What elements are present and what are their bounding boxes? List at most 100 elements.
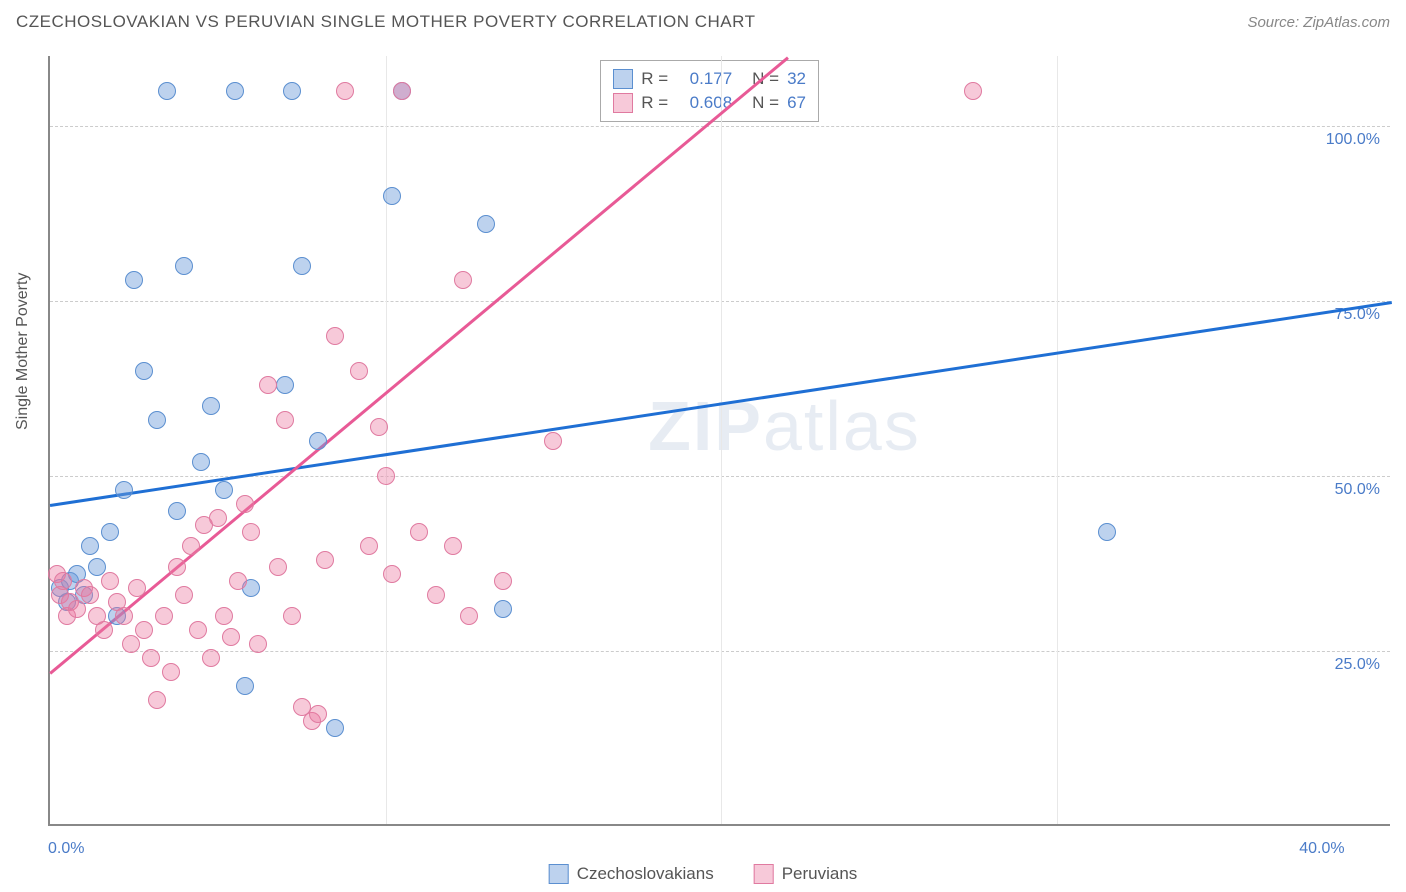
data-point [101,572,119,590]
data-point [350,362,368,380]
data-point [101,523,119,541]
data-point [377,467,395,485]
data-point [88,558,106,576]
legend-row: R =0.177N =32 [613,67,806,91]
data-point [293,257,311,275]
n-value: 32 [787,69,806,89]
data-point [283,82,301,100]
data-point [393,82,411,100]
data-point [148,411,166,429]
gridline-h [50,301,1390,302]
legend-label: Peruvians [782,864,858,884]
data-point [410,523,428,541]
data-point [54,572,72,590]
data-point [336,82,354,100]
watermark: ZIPatlas [648,386,921,466]
legend-series: Czechoslovakians Peruvians [549,864,858,884]
data-point [276,376,294,394]
gridline-h [50,651,1390,652]
data-point [229,572,247,590]
data-point [122,635,140,653]
gridline-v [721,56,722,824]
data-point [494,572,512,590]
watermark-rest: atlas [763,387,921,465]
data-point [115,607,133,625]
data-point [460,607,478,625]
data-point [226,82,244,100]
data-point [81,586,99,604]
y-axis-title: Single Mother Poverty [14,273,32,430]
data-point [236,677,254,695]
chart-source: Source: ZipAtlas.com [1247,14,1390,31]
data-point [189,621,207,639]
legend-swatch [549,864,569,884]
data-point [162,663,180,681]
data-point [81,537,99,555]
data-point [202,649,220,667]
data-point [544,432,562,450]
y-tick-label: 50.0% [1335,481,1380,499]
legend-swatch [754,864,774,884]
data-point [494,600,512,618]
data-point [383,187,401,205]
gridline-v [1057,56,1058,824]
data-point [142,649,160,667]
data-point [192,453,210,471]
gridline-h [50,476,1390,477]
legend-row: R =0.608N =67 [613,91,806,115]
data-point [168,558,186,576]
data-point [209,509,227,527]
data-point [309,705,327,723]
data-point [202,397,220,415]
data-point [175,586,193,604]
x-tick-label-right: 40.0% [1299,840,1344,858]
chart-title: CZECHOSLOVAKIAN VS PERUVIAN SINGLE MOTHE… [16,12,755,32]
legend-item: Peruvians [754,864,858,884]
data-point [477,215,495,233]
data-point [316,551,334,569]
data-point [215,607,233,625]
data-point [444,537,462,555]
legend-swatch [613,69,633,89]
data-point [222,628,240,646]
data-point [95,621,113,639]
data-point [242,523,260,541]
data-point [182,537,200,555]
chart-header: CZECHOSLOVAKIAN VS PERUVIAN SINGLE MOTHE… [0,0,1406,44]
y-tick-label: 25.0% [1335,656,1380,674]
y-tick-label: 100.0% [1326,131,1380,149]
legend-label: Czechoslovakians [577,864,714,884]
data-point [309,432,327,450]
data-point [454,271,472,289]
r-label: R = [641,69,668,89]
legend-item: Czechoslovakians [549,864,714,884]
legend-correlation: R = 0.177 N = 32R =0.608N =67 [600,60,819,122]
n-label: N = [752,93,779,113]
gridline-h [50,126,1390,127]
data-point [236,495,254,513]
data-point [115,481,133,499]
data-point [370,418,388,436]
data-point [249,635,267,653]
data-point [148,691,166,709]
legend-swatch [613,93,633,113]
data-point [168,502,186,520]
r-value: 0.177 [676,69,732,89]
data-point [215,481,233,499]
trend-line [49,56,789,674]
data-point [125,271,143,289]
data-point [283,607,301,625]
data-point [259,376,277,394]
data-point [269,558,287,576]
plot-area: ZIPatlas R = 0.177 N = 32R =0.608N =67 25.0… [48,56,1390,826]
data-point [135,621,153,639]
data-point [326,719,344,737]
data-point [155,607,173,625]
data-point [128,579,146,597]
data-point [1098,523,1116,541]
data-point [135,362,153,380]
gridline-v [386,56,387,824]
data-point [964,82,982,100]
data-point [360,537,378,555]
data-point [427,586,445,604]
